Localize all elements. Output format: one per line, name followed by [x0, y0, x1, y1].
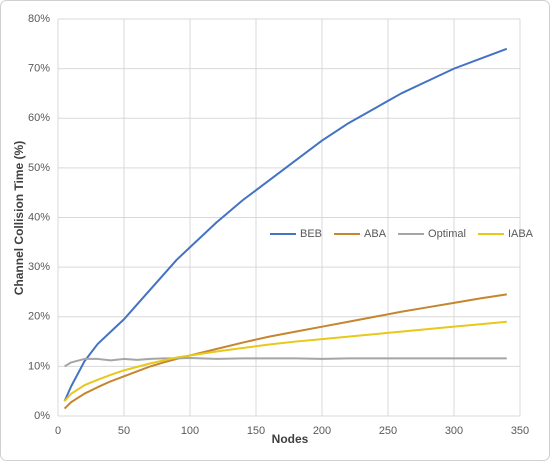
series-line	[63, 293, 507, 410]
x-tick-label: 350	[511, 425, 529, 437]
x-tick-label: 200	[313, 425, 331, 437]
x-tick-label: 100	[181, 425, 199, 437]
x-tick-label: 50	[118, 425, 130, 437]
legend-label: BEB	[300, 228, 322, 240]
y-tick-label: 50%	[28, 162, 50, 174]
y-tick-label: 70%	[28, 63, 50, 75]
legend-label: IABA	[508, 228, 534, 240]
series-line	[63, 320, 507, 402]
x-tick-label: 300	[445, 425, 463, 437]
y-axis-title: Channel Collision Time (%)	[12, 141, 26, 295]
y-tick-label: 40%	[28, 211, 50, 223]
legend-label: ABA	[364, 228, 387, 240]
y-tick-label: 30%	[28, 261, 50, 273]
y-tick-label: 80%	[28, 13, 50, 25]
x-tick-label: 0	[55, 425, 61, 437]
series-line	[63, 47, 508, 402]
y-tick-label: 20%	[28, 311, 50, 323]
x-tick-label: 250	[379, 425, 397, 437]
x-axis-title: Nodes	[272, 432, 309, 446]
series-line	[64, 356, 507, 368]
y-tick-label: 0%	[34, 410, 50, 422]
x-tick-label: 150	[247, 425, 265, 437]
legend-label: Optimal	[428, 228, 466, 240]
y-tick-label: 10%	[28, 360, 50, 372]
y-tick-label: 60%	[28, 112, 50, 124]
